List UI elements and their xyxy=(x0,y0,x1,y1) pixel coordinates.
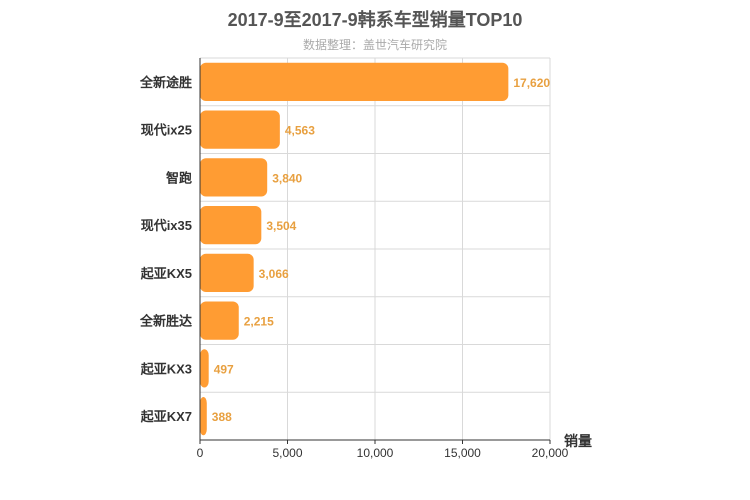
data-label: 2,215 xyxy=(244,315,274,329)
bar xyxy=(200,62,509,101)
category-label: 起亚KX3 xyxy=(140,361,192,376)
labels: 0 5,000 10,000 15,000 20,000 全新途胜 17,620 现代ix25… xyxy=(139,75,569,460)
x-tick-label: 20,000 xyxy=(532,446,569,460)
data-label: 497 xyxy=(214,362,234,376)
x-tick-label: 0 xyxy=(197,446,204,460)
bar xyxy=(200,253,254,292)
x-tick-label: 15,000 xyxy=(444,446,481,460)
chart-subtitle: 数据整理：盖世汽车研究院 xyxy=(302,38,447,52)
x-tick-label: 5,000 xyxy=(272,446,302,460)
category-label: 现代ix25 xyxy=(141,123,192,138)
data-label: 3,504 xyxy=(266,219,296,233)
bars xyxy=(200,62,509,436)
axes xyxy=(199,58,551,444)
data-label: 3,840 xyxy=(272,171,302,185)
axis-label: 销量 xyxy=(564,433,592,449)
data-label: 388 xyxy=(212,410,232,424)
bar xyxy=(200,349,209,388)
bar xyxy=(200,301,239,340)
bar xyxy=(200,397,207,436)
chart-title: 2017-9至2017-9韩系车型销量TOP10 xyxy=(227,10,523,30)
category-label: 智跑 xyxy=(166,170,192,185)
category-label: 起亚KX5 xyxy=(140,266,192,281)
bar xyxy=(200,158,268,197)
data-label: 17,620 xyxy=(513,76,550,90)
category-label: 起亚KX7 xyxy=(140,409,192,424)
x-tick-label: 10,000 xyxy=(357,446,394,460)
category-label: 全新胜达 xyxy=(139,314,192,329)
bar xyxy=(200,110,280,149)
category-label: 全新途胜 xyxy=(139,75,192,90)
data-label: 3,066 xyxy=(259,267,289,281)
data-label: 4,563 xyxy=(285,124,315,138)
category-label: 现代ix35 xyxy=(141,218,192,233)
bar xyxy=(200,206,262,245)
